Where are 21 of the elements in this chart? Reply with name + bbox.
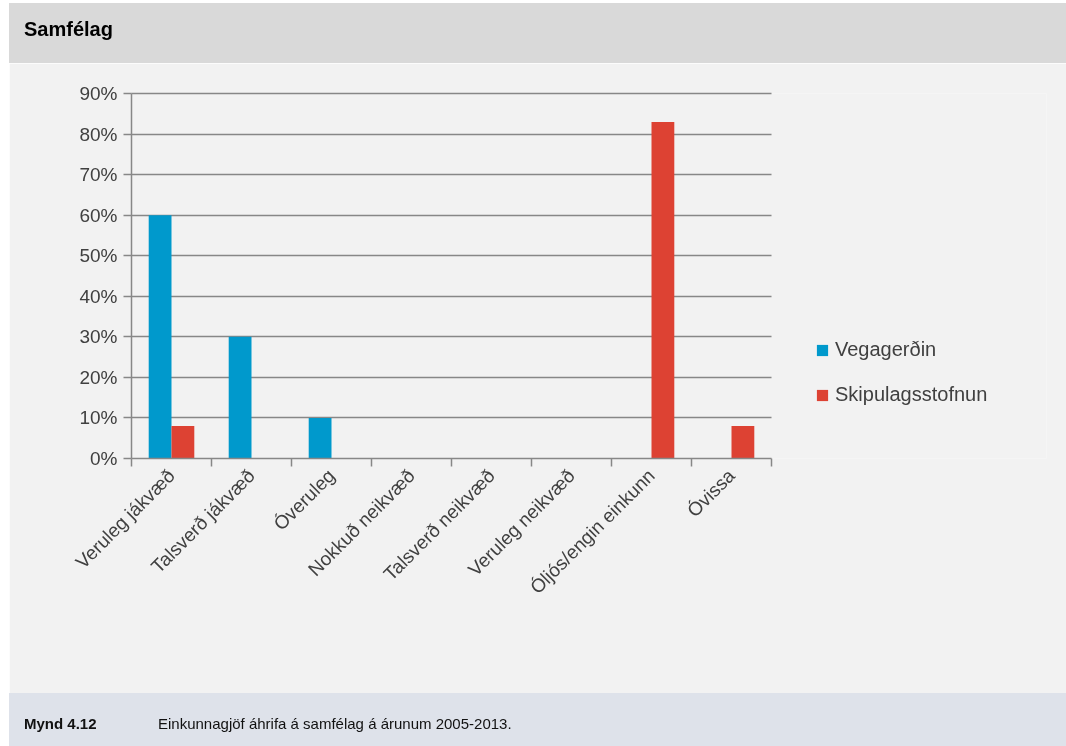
y-tick-label: 70% <box>79 164 118 186</box>
y-tick-label: 60% <box>79 204 118 226</box>
legend-label: Skipulagsstofnun <box>835 383 988 406</box>
bar <box>171 426 195 459</box>
y-tick-label: 90% <box>79 83 118 104</box>
legend-label: Vegagerðin <box>835 338 937 361</box>
chart-title: Samfélag <box>24 18 113 40</box>
y-tick-label: 10% <box>79 407 118 429</box>
bar <box>731 426 755 459</box>
y-tick-label: 0% <box>90 448 118 469</box>
text: Einkunnagjöf áhrifa á samfélag á árunum 2005-2013. <box>158 715 512 732</box>
bar <box>148 215 172 459</box>
bar <box>308 417 332 459</box>
bar <box>651 121 675 459</box>
y-tick-label: 20% <box>79 366 118 388</box>
bar <box>228 336 252 459</box>
text: Mynd 4.12 <box>24 715 98 733</box>
y-tick-label: 50% <box>79 245 118 267</box>
y-tick-label: 40% <box>79 285 118 307</box>
y-tick-label: 30% <box>79 326 118 348</box>
y-tick-label: 80% <box>79 123 118 145</box>
